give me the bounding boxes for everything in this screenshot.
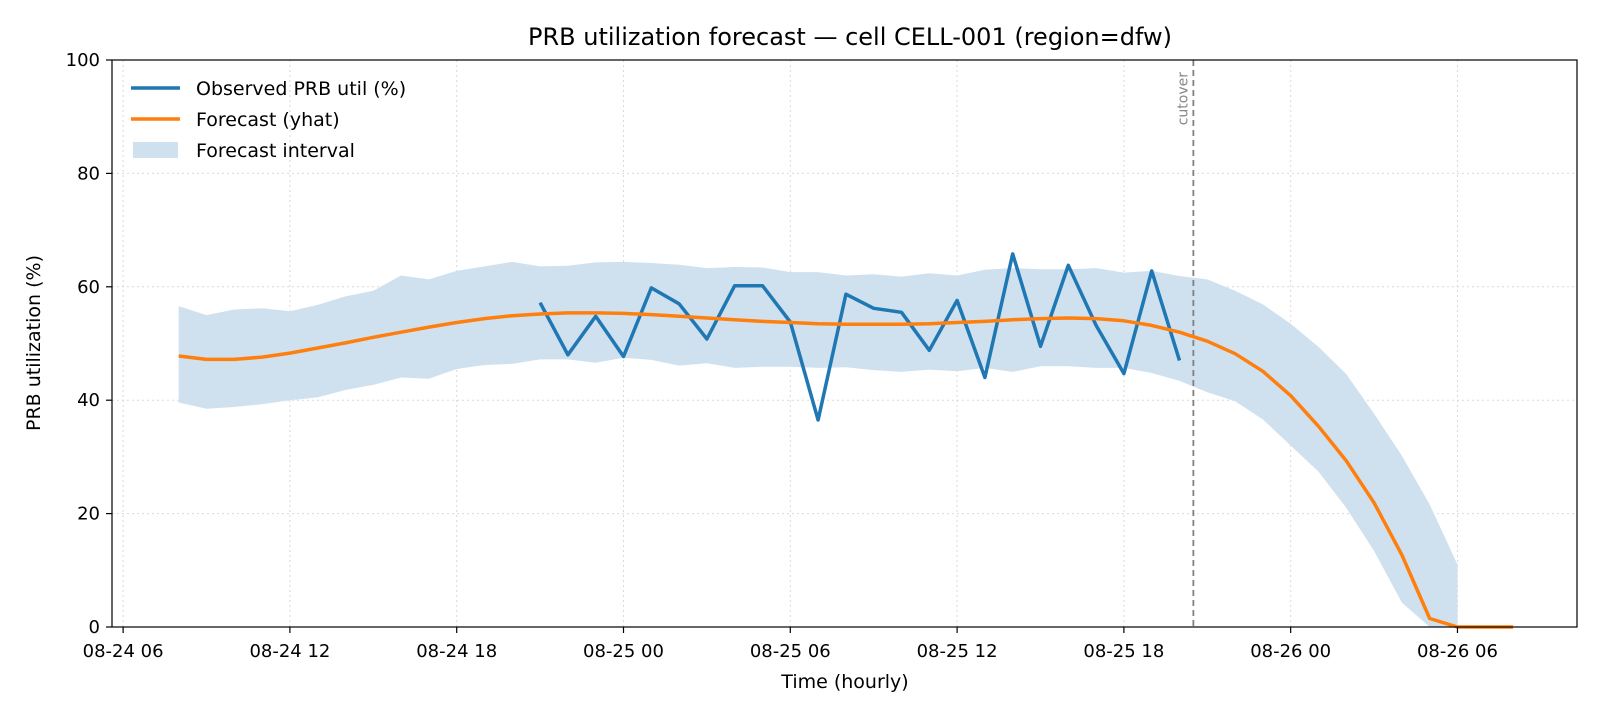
x-tick-label: 08-26 00 xyxy=(1250,641,1331,662)
x-tick-label: 08-25 18 xyxy=(1083,641,1164,662)
forecast-interval-area xyxy=(178,261,1458,627)
x-tick-label: 08-25 12 xyxy=(917,641,998,662)
cutover-annotation: cutover xyxy=(1175,60,1195,627)
observed-line xyxy=(538,252,1182,422)
legend-interval-swatch xyxy=(133,142,178,158)
x-axis-label: Time (hourly) xyxy=(780,671,908,693)
legend: Observed PRB util (%) Forecast (yhat) Fo… xyxy=(131,78,406,162)
y-tick-label: 20 xyxy=(77,504,100,525)
cutover-label: cutover xyxy=(1175,72,1191,126)
x-tick-label: 08-25 06 xyxy=(750,641,831,662)
y-tick-label: 100 xyxy=(66,50,100,71)
y-tick-label: 80 xyxy=(77,163,100,184)
legend-forecast-label: Forecast (yhat) xyxy=(196,109,340,131)
axis-ticks: 0 20 40 60 80 100 08-24 06 08-24 12 08-24 18 08-2… xyxy=(66,50,1498,662)
plot-frame xyxy=(111,59,1578,628)
x-tick-label: 08-25 00 xyxy=(583,641,664,662)
legend-observed-label: Observed PRB util (%) xyxy=(196,78,406,100)
x-tick-label: 08-24 12 xyxy=(249,641,330,662)
x-tick-label: 08-24 06 xyxy=(83,641,164,662)
chart-title: PRB utilization forecast — cell CELL-001… xyxy=(528,23,1172,51)
y-tick-label: 40 xyxy=(77,390,100,411)
legend-interval-label: Forecast interval xyxy=(196,140,355,162)
series-lines xyxy=(178,252,1514,629)
y-axis-label: PRB utilization (%) xyxy=(23,255,45,431)
y-tick-label: 0 xyxy=(89,617,100,638)
forecast-line xyxy=(178,311,1514,629)
y-tick-label: 60 xyxy=(77,277,100,298)
x-tick-label: 08-24 18 xyxy=(416,641,497,662)
forecast-interval-band xyxy=(178,261,1458,627)
x-tick-label: 08-26 06 xyxy=(1417,641,1498,662)
